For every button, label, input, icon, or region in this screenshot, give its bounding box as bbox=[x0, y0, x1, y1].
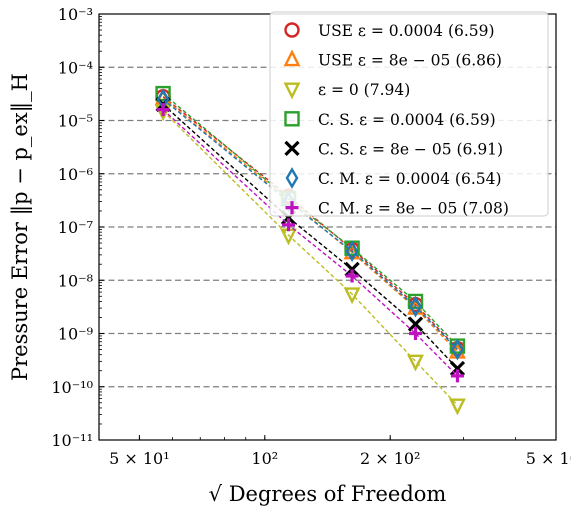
data-point bbox=[344, 261, 360, 278]
data-point bbox=[280, 228, 297, 246]
legend-marker bbox=[285, 167, 299, 189]
legend-label: USE ε = 8e − 05 (6.86) bbox=[318, 52, 502, 70]
legend-marker bbox=[284, 140, 300, 157]
data-point bbox=[407, 354, 424, 372]
legend-marker bbox=[284, 111, 300, 127]
y-tick-label: 10⁻¹⁰ bbox=[51, 378, 93, 397]
y-tick-label: 10⁻⁶ bbox=[58, 165, 93, 184]
axis-ticks: 10⁻¹¹ 10⁻¹⁰ 10⁻⁹ 10⁻⁸ 10⁻⁷ 10⁻⁶ 10⁻⁵ 10⁻⁴ 10⁻³ 5 … bbox=[51, 5, 571, 468]
y-tick-label: 10⁻¹¹ bbox=[51, 431, 93, 450]
data-point bbox=[407, 293, 424, 310]
legend-label: C. S. ε = 8e − 05 (6.91) bbox=[318, 140, 503, 158]
data-point bbox=[451, 338, 464, 361]
legend-entry: USE ε = 8e − 05 (6.86) bbox=[283, 49, 502, 70]
legend-entry: C. M. ε = 8e − 05 (7.08) bbox=[285, 200, 509, 218]
y-tick-label: 10⁻⁵ bbox=[58, 112, 93, 131]
legend-entry: USE ε = 0.0004 (6.59) bbox=[284, 22, 495, 40]
y-tick-label: 10⁻⁸ bbox=[58, 271, 93, 290]
y-tick-label: 10⁻⁴ bbox=[58, 58, 93, 77]
legend-marker bbox=[285, 201, 299, 215]
y-axis-title: Pressure Error ‖p − p_ex‖_H bbox=[8, 73, 33, 381]
data-point bbox=[408, 327, 422, 340]
series-layer bbox=[154, 85, 466, 416]
legend-label: C. M. ε = 0.0004 (6.54) bbox=[318, 170, 502, 188]
legend-label: ε = 0 (7.94) bbox=[318, 81, 410, 99]
legend: USE ε = 0.0004 (6.59) USE ε = 8e − 05 (6.… bbox=[269, 11, 549, 218]
legend-label: C. S. ε = 0.0004 (6.59) bbox=[318, 111, 496, 129]
data-point bbox=[450, 369, 464, 383]
series-7 bbox=[156, 103, 464, 383]
series-line bbox=[162, 110, 458, 406]
legend-marker bbox=[283, 49, 301, 67]
data-point bbox=[409, 295, 422, 318]
legend-label: C. M. ε = 8e − 05 (7.08) bbox=[318, 200, 509, 218]
legend-marker bbox=[284, 22, 300, 38]
series-line bbox=[162, 109, 458, 377]
legend-label: USE ε = 0.0004 (6.59) bbox=[318, 22, 495, 40]
series-line bbox=[162, 98, 458, 350]
y-tick-label: 10⁻⁷ bbox=[58, 218, 93, 237]
legend-marker bbox=[283, 82, 301, 100]
legend-entry: C. S. ε = 0.0004 (6.59) bbox=[284, 111, 496, 129]
series-line bbox=[162, 93, 458, 347]
data-point bbox=[407, 316, 424, 332]
data-point bbox=[345, 269, 359, 283]
legend-box bbox=[269, 11, 549, 217]
data-point bbox=[448, 398, 466, 416]
data-point bbox=[343, 287, 361, 305]
series-line bbox=[162, 96, 458, 350]
series-line bbox=[162, 97, 458, 353]
legend-entry: C. S. ε = 8e − 05 (6.91) bbox=[284, 140, 503, 158]
x-tick-label: 5 × 10¹ bbox=[109, 449, 170, 468]
x-tick-label: 10² bbox=[251, 449, 278, 468]
y-tick-label: 10⁻⁹ bbox=[58, 325, 94, 344]
legend-entry: ε = 0 (7.94) bbox=[283, 81, 410, 100]
x-axis-title: √ Degrees of Freedom bbox=[209, 482, 447, 506]
data-point bbox=[156, 103, 170, 117]
x-tick-label: 2 × 10² bbox=[360, 449, 421, 468]
data-point bbox=[345, 240, 359, 263]
data-point bbox=[449, 360, 466, 377]
data-point bbox=[282, 218, 295, 232]
y-tick-label: 10⁻³ bbox=[58, 5, 93, 24]
legend-entry: C. M. ε = 0.0004 (6.54) bbox=[285, 167, 502, 189]
x-tick-label: 5 × 10² bbox=[526, 449, 571, 468]
